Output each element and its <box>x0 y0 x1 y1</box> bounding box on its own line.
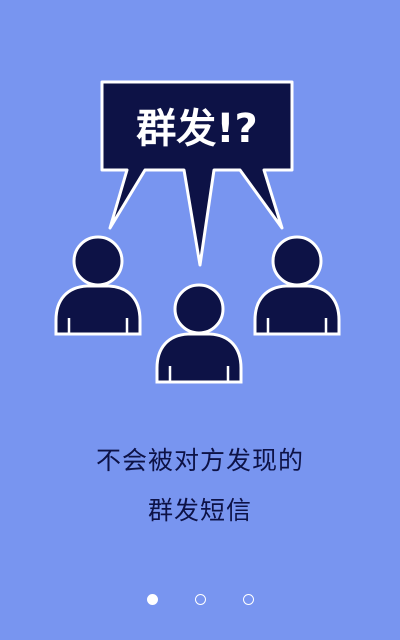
person-icon <box>253 235 341 336</box>
page-dot-3[interactable] <box>242 594 254 605</box>
illustration: 群发!? <box>54 80 341 384</box>
page-dot-1[interactable] <box>146 594 158 605</box>
page-indicator <box>0 592 400 608</box>
person-icon <box>155 283 243 384</box>
caption-line-2: 群发短信 <box>147 496 252 525</box>
person-icon <box>54 235 142 336</box>
bubble-text: 群发!? <box>136 106 257 152</box>
page-dot-2[interactable] <box>194 594 206 605</box>
caption-line-1: 不会被对方发现的 <box>95 446 304 475</box>
speech-bubble-icon: 群发!? <box>100 80 294 267</box>
